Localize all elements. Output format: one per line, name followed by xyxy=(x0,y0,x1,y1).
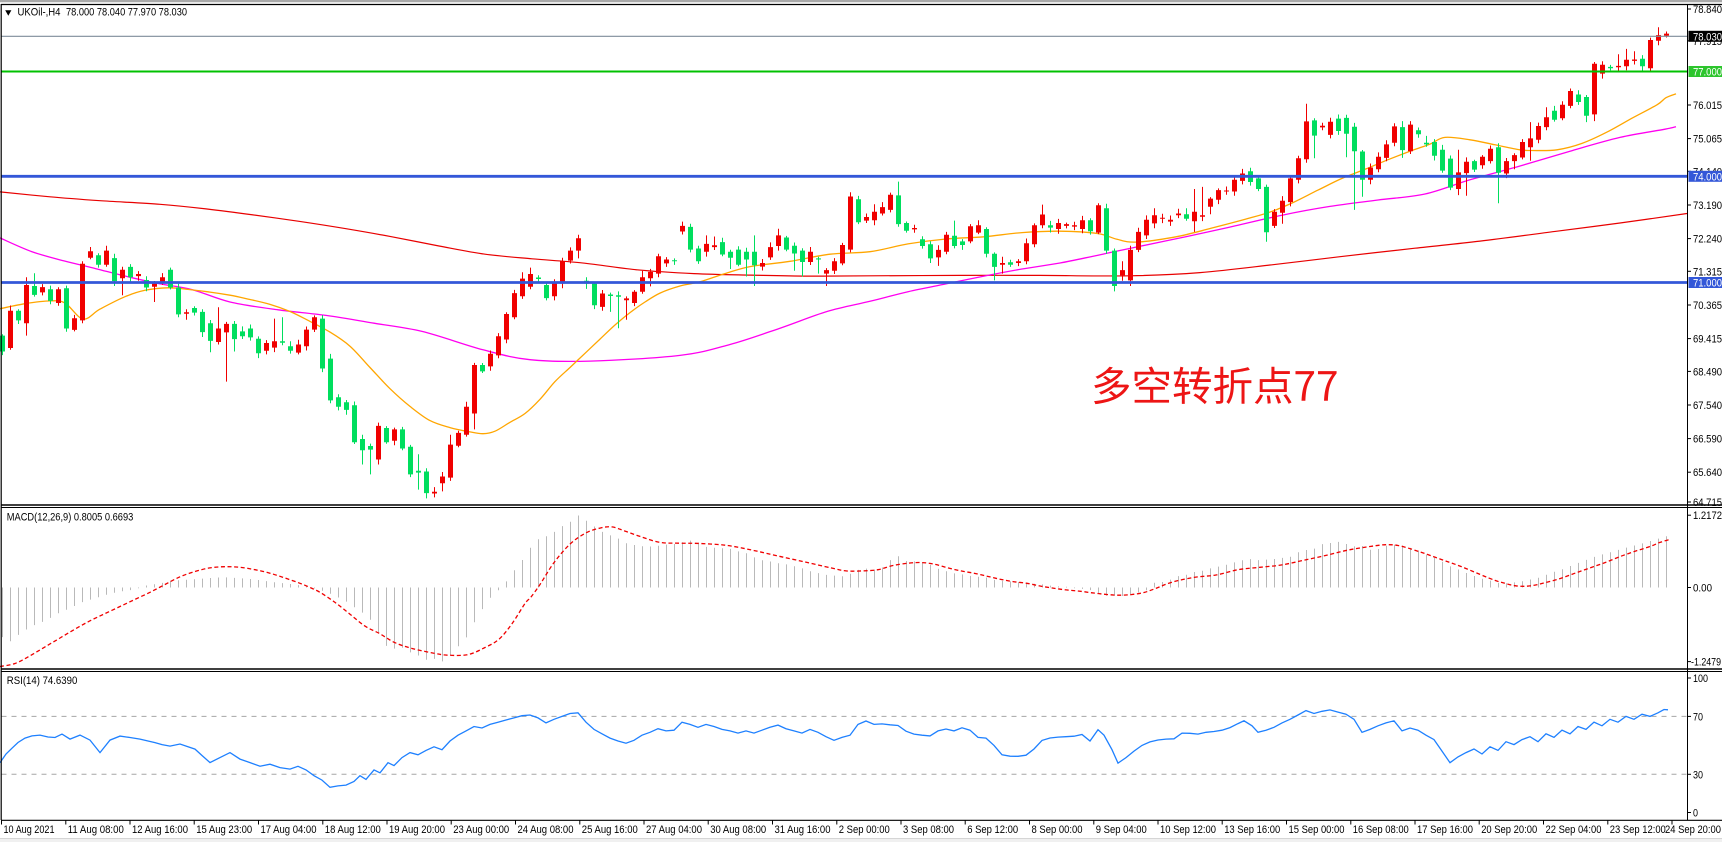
svg-text:30: 30 xyxy=(1693,769,1703,781)
svg-text:69.415: 69.415 xyxy=(1693,334,1722,346)
svg-text:8 Sep 00:00: 8 Sep 00:00 xyxy=(1032,824,1083,836)
svg-text:71.000: 71.000 xyxy=(1693,278,1722,290)
svg-text:2 Sep 00:00: 2 Sep 00:00 xyxy=(839,824,890,836)
svg-text:RSI(14) 74.6390: RSI(14) 74.6390 xyxy=(7,675,78,687)
svg-text:0.00: 0.00 xyxy=(1693,583,1712,595)
svg-text:70: 70 xyxy=(1693,711,1703,723)
svg-text:78.000 78.040 77.970 78.030: 78.000 78.040 77.970 78.030 xyxy=(66,7,187,19)
svg-text:UKOil-,H4: UKOil-,H4 xyxy=(18,7,61,19)
svg-text:68.490: 68.490 xyxy=(1693,366,1722,378)
svg-text:17 Aug 04:00: 17 Aug 04:00 xyxy=(261,824,317,836)
svg-text:27 Aug 04:00: 27 Aug 04:00 xyxy=(646,824,702,836)
svg-text:18 Aug 12:00: 18 Aug 12:00 xyxy=(325,824,381,836)
svg-text:100: 100 xyxy=(1693,673,1708,685)
svg-text:1.2172: 1.2172 xyxy=(1693,510,1722,522)
svg-text:20 Sep 20:00: 20 Sep 20:00 xyxy=(1481,824,1537,836)
svg-text:15 Aug 23:00: 15 Aug 23:00 xyxy=(196,824,252,836)
svg-text:23 Sep 12:00: 23 Sep 12:00 xyxy=(1610,824,1666,836)
svg-text:22 Sep 04:00: 22 Sep 04:00 xyxy=(1546,824,1602,836)
svg-text:64.715: 64.715 xyxy=(1693,497,1722,509)
svg-text:MACD(12,26,9) 0.8005 0.6693: MACD(12,26,9) 0.8005 0.6693 xyxy=(7,511,134,523)
svg-text:13 Sep 16:00: 13 Sep 16:00 xyxy=(1224,824,1280,836)
svg-text:9 Sep 04:00: 9 Sep 04:00 xyxy=(1096,824,1147,836)
svg-text:6 Sep 12:00: 6 Sep 12:00 xyxy=(967,824,1018,836)
svg-text:16 Sep 08:00: 16 Sep 08:00 xyxy=(1353,824,1409,836)
svg-text:24 Sep 20:00: 24 Sep 20:00 xyxy=(1665,824,1721,836)
svg-text:10 Aug 2021: 10 Aug 2021 xyxy=(4,824,55,836)
svg-text:76.015: 76.015 xyxy=(1693,100,1722,112)
svg-text:78.840: 78.840 xyxy=(1693,4,1722,16)
svg-text:17 Sep 16:00: 17 Sep 16:00 xyxy=(1417,824,1473,836)
svg-text:25 Aug 16:00: 25 Aug 16:00 xyxy=(582,824,638,836)
svg-text:12 Aug 16:00: 12 Aug 16:00 xyxy=(132,824,188,836)
svg-text:66.590: 66.590 xyxy=(1693,434,1722,446)
svg-text:78.030: 78.030 xyxy=(1693,31,1722,43)
svg-text:-1.2479: -1.2479 xyxy=(1691,657,1721,669)
svg-text:70.365: 70.365 xyxy=(1693,300,1722,312)
svg-text:72.240: 72.240 xyxy=(1693,234,1722,246)
svg-text:71.315: 71.315 xyxy=(1693,266,1722,278)
svg-text:23 Aug 00:00: 23 Aug 00:00 xyxy=(453,824,509,836)
svg-text:31 Aug 16:00: 31 Aug 16:00 xyxy=(775,824,831,836)
svg-text:0: 0 xyxy=(1693,808,1698,820)
svg-text:30 Aug 08:00: 30 Aug 08:00 xyxy=(710,824,766,836)
svg-text:74.000: 74.000 xyxy=(1693,171,1722,183)
svg-text:77.000: 77.000 xyxy=(1693,67,1722,79)
svg-text:24 Aug 08:00: 24 Aug 08:00 xyxy=(518,824,574,836)
svg-text:75.065: 75.065 xyxy=(1693,134,1722,146)
svg-text:11 Aug 08:00: 11 Aug 08:00 xyxy=(68,824,124,836)
svg-text:65.640: 65.640 xyxy=(1693,467,1722,479)
svg-text:3 Sep 08:00: 3 Sep 08:00 xyxy=(903,824,954,836)
svg-text:10 Sep 12:00: 10 Sep 12:00 xyxy=(1160,824,1216,836)
svg-text:73.190: 73.190 xyxy=(1693,200,1722,212)
svg-text:15 Sep 00:00: 15 Sep 00:00 xyxy=(1289,824,1345,836)
svg-text:67.540: 67.540 xyxy=(1693,400,1722,412)
svg-text:19 Aug 20:00: 19 Aug 20:00 xyxy=(389,824,445,836)
